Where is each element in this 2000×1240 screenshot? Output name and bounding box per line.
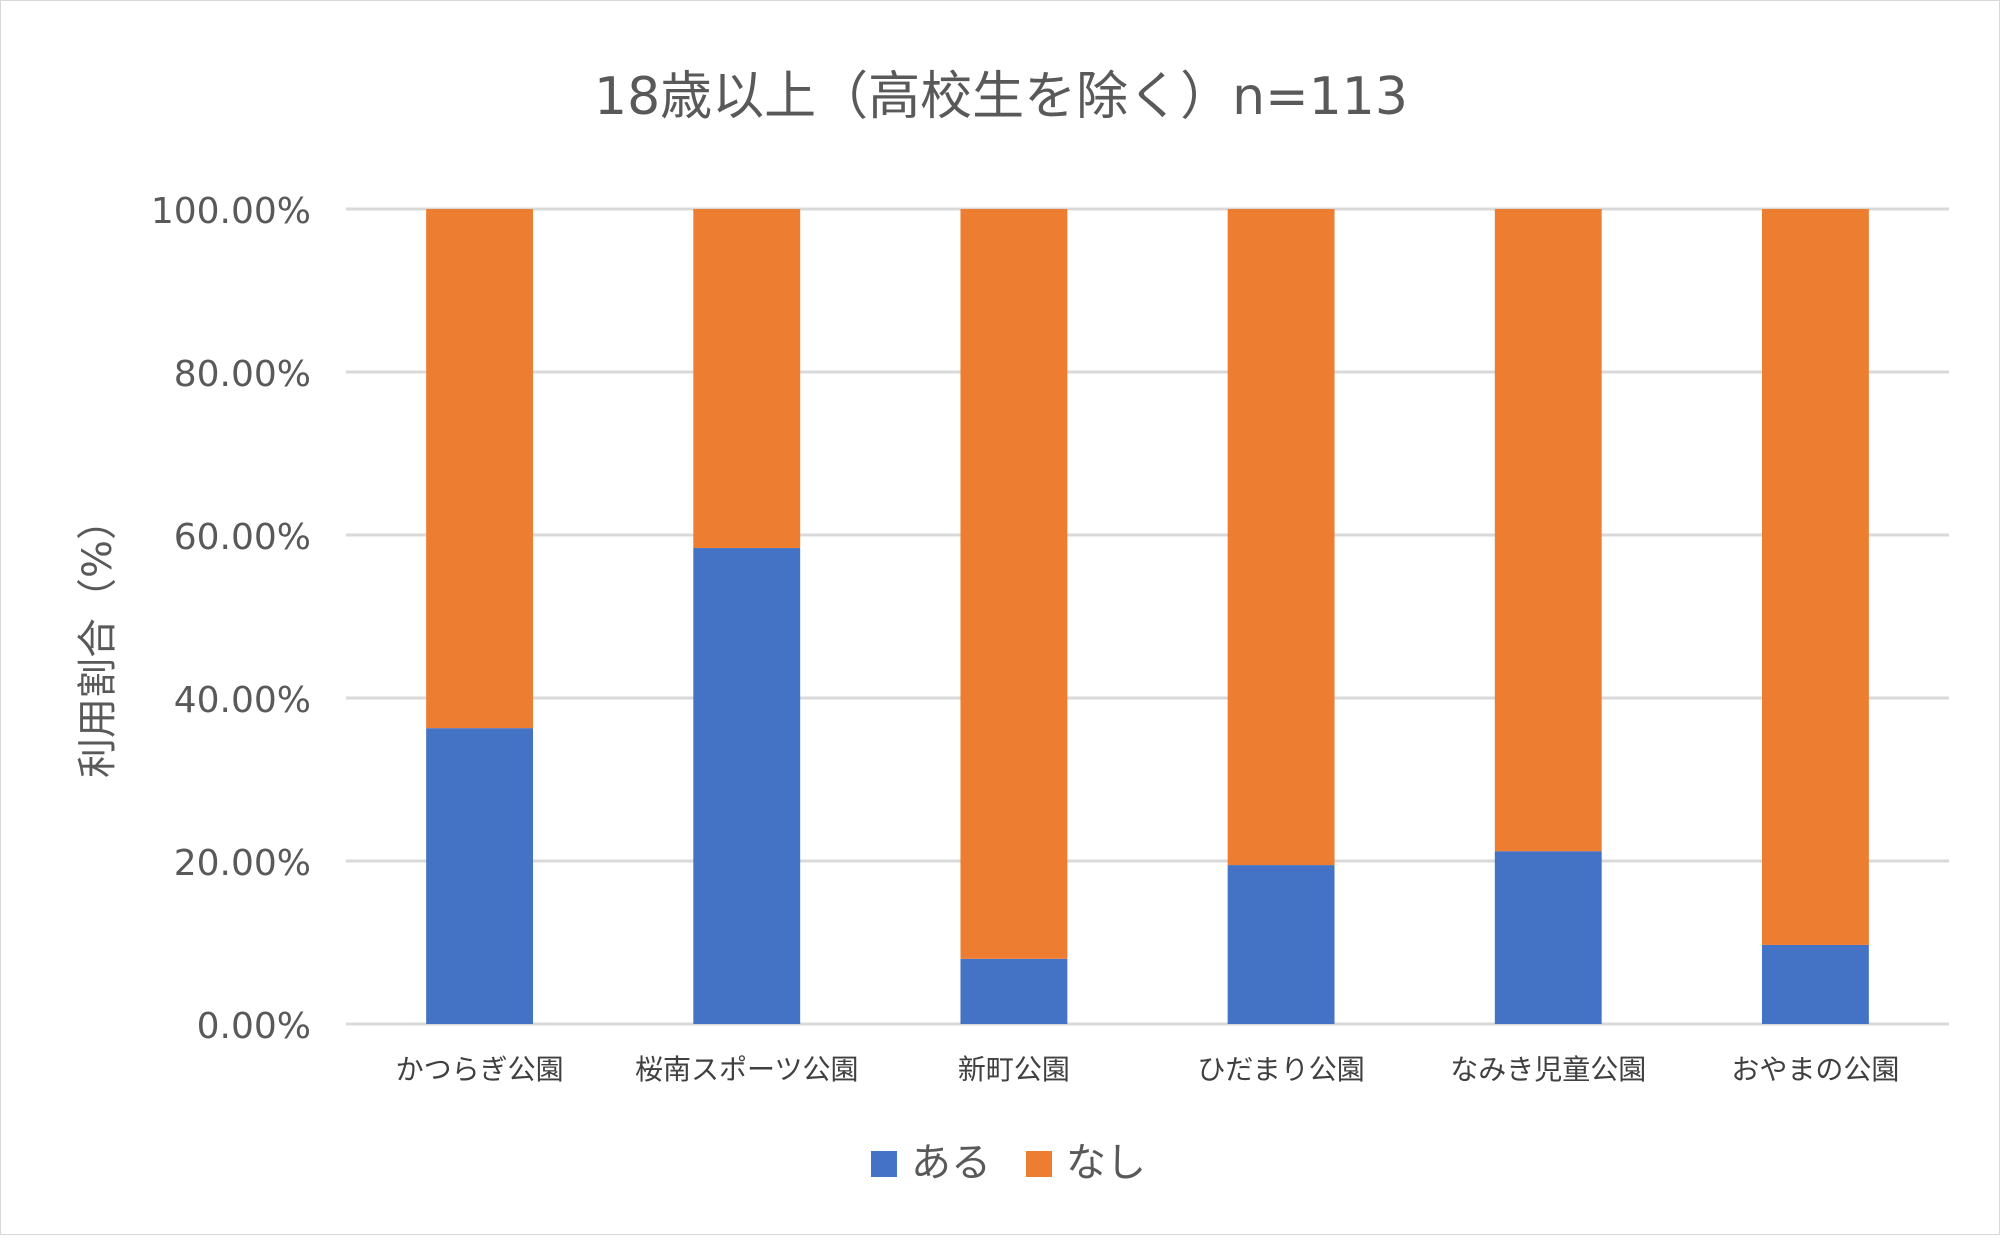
legend-swatch [871, 1151, 897, 1177]
y-tick-label: 0.00% [197, 1006, 311, 1047]
x-tick-label: かつらぎ公園 [396, 1053, 564, 1086]
y-axis-title: 利用割合（%） [75, 500, 121, 778]
chart-title: 18歳以上（高校生を除く）n=113 [594, 67, 1408, 127]
bar-segment [1494, 209, 1602, 852]
bar-segment [1761, 944, 1869, 1024]
legend: ある なし [871, 1140, 1146, 1186]
y-tick-label: 60.00% [174, 517, 311, 558]
bar-segment [1761, 209, 1869, 945]
legend-label: なし [1066, 1140, 1146, 1186]
bar-segment [426, 728, 534, 1024]
bar-segment [1494, 851, 1602, 1024]
bars [426, 209, 1869, 1024]
x-tick-label: なみき児童公園 [1450, 1053, 1646, 1086]
x-tick-label: 新町公園 [958, 1053, 1070, 1086]
bar-segment [960, 209, 1068, 959]
bar-segment [693, 209, 801, 549]
x-axis-tick-labels: かつらぎ公園 桜南スポーツ公園 新町公園 ひだまり公園 なみき児童公園 おやまの公園 [396, 1053, 1900, 1086]
x-tick-label: ひだまり公園 [1197, 1053, 1364, 1086]
legend-swatch [1026, 1151, 1052, 1177]
y-tick-label: 40.00% [174, 680, 311, 721]
bar-segment [1227, 865, 1335, 1024]
x-tick-label: 桜南スポーツ公園 [635, 1053, 858, 1086]
bar-segment [693, 548, 801, 1024]
x-tick-label: おやまの公園 [1731, 1053, 1899, 1086]
legend-label: ある [911, 1140, 991, 1186]
gridlines [346, 207, 1949, 1026]
y-axis-tick-labels: 0.00% 20.00% 40.00% 60.00% 80.00% 100.00% [151, 191, 311, 1047]
bar-segment [426, 209, 534, 729]
y-tick-label: 20.00% [174, 843, 311, 884]
bar-segment [960, 958, 1068, 1024]
bar-segment [1227, 209, 1335, 866]
y-tick-label: 80.00% [174, 354, 311, 395]
y-tick-label: 100.00% [151, 191, 311, 232]
